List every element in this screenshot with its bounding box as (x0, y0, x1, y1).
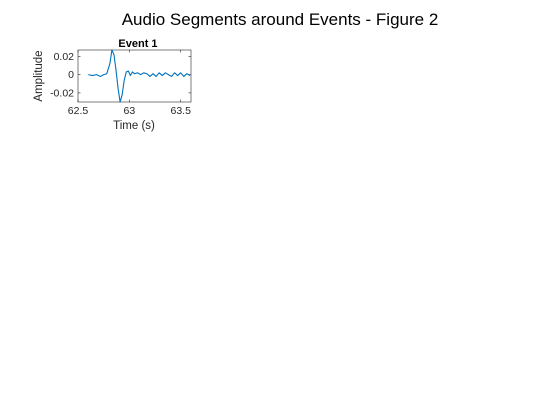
y-tick-label: 0 (68, 69, 74, 81)
x-tick-label: 62.5 (68, 105, 89, 117)
series-line (88, 49, 191, 103)
x-axis-label: Time (s) (113, 120, 155, 132)
figure-suptitle: Audio Segments around Events - Figure 2 (122, 10, 439, 29)
axes-event-1: Event 1 62.5 63 63.5 -0.02 0 0.02 Time (s) A… (33, 38, 192, 132)
y-ticks: -0.02 0 0.02 (50, 51, 191, 99)
y-tick-label: -0.02 (50, 87, 74, 99)
x-tick-label: 63 (124, 105, 136, 117)
plot-area (88, 49, 191, 103)
x-ticks: 62.5 63 63.5 (68, 50, 191, 117)
axes-box (77, 49, 192, 103)
axes-title: Event 1 (118, 38, 157, 50)
x-tick-label: 63.5 (171, 105, 192, 117)
y-axis-label: Amplitude (33, 50, 45, 101)
y-tick-label: 0.02 (54, 51, 75, 63)
